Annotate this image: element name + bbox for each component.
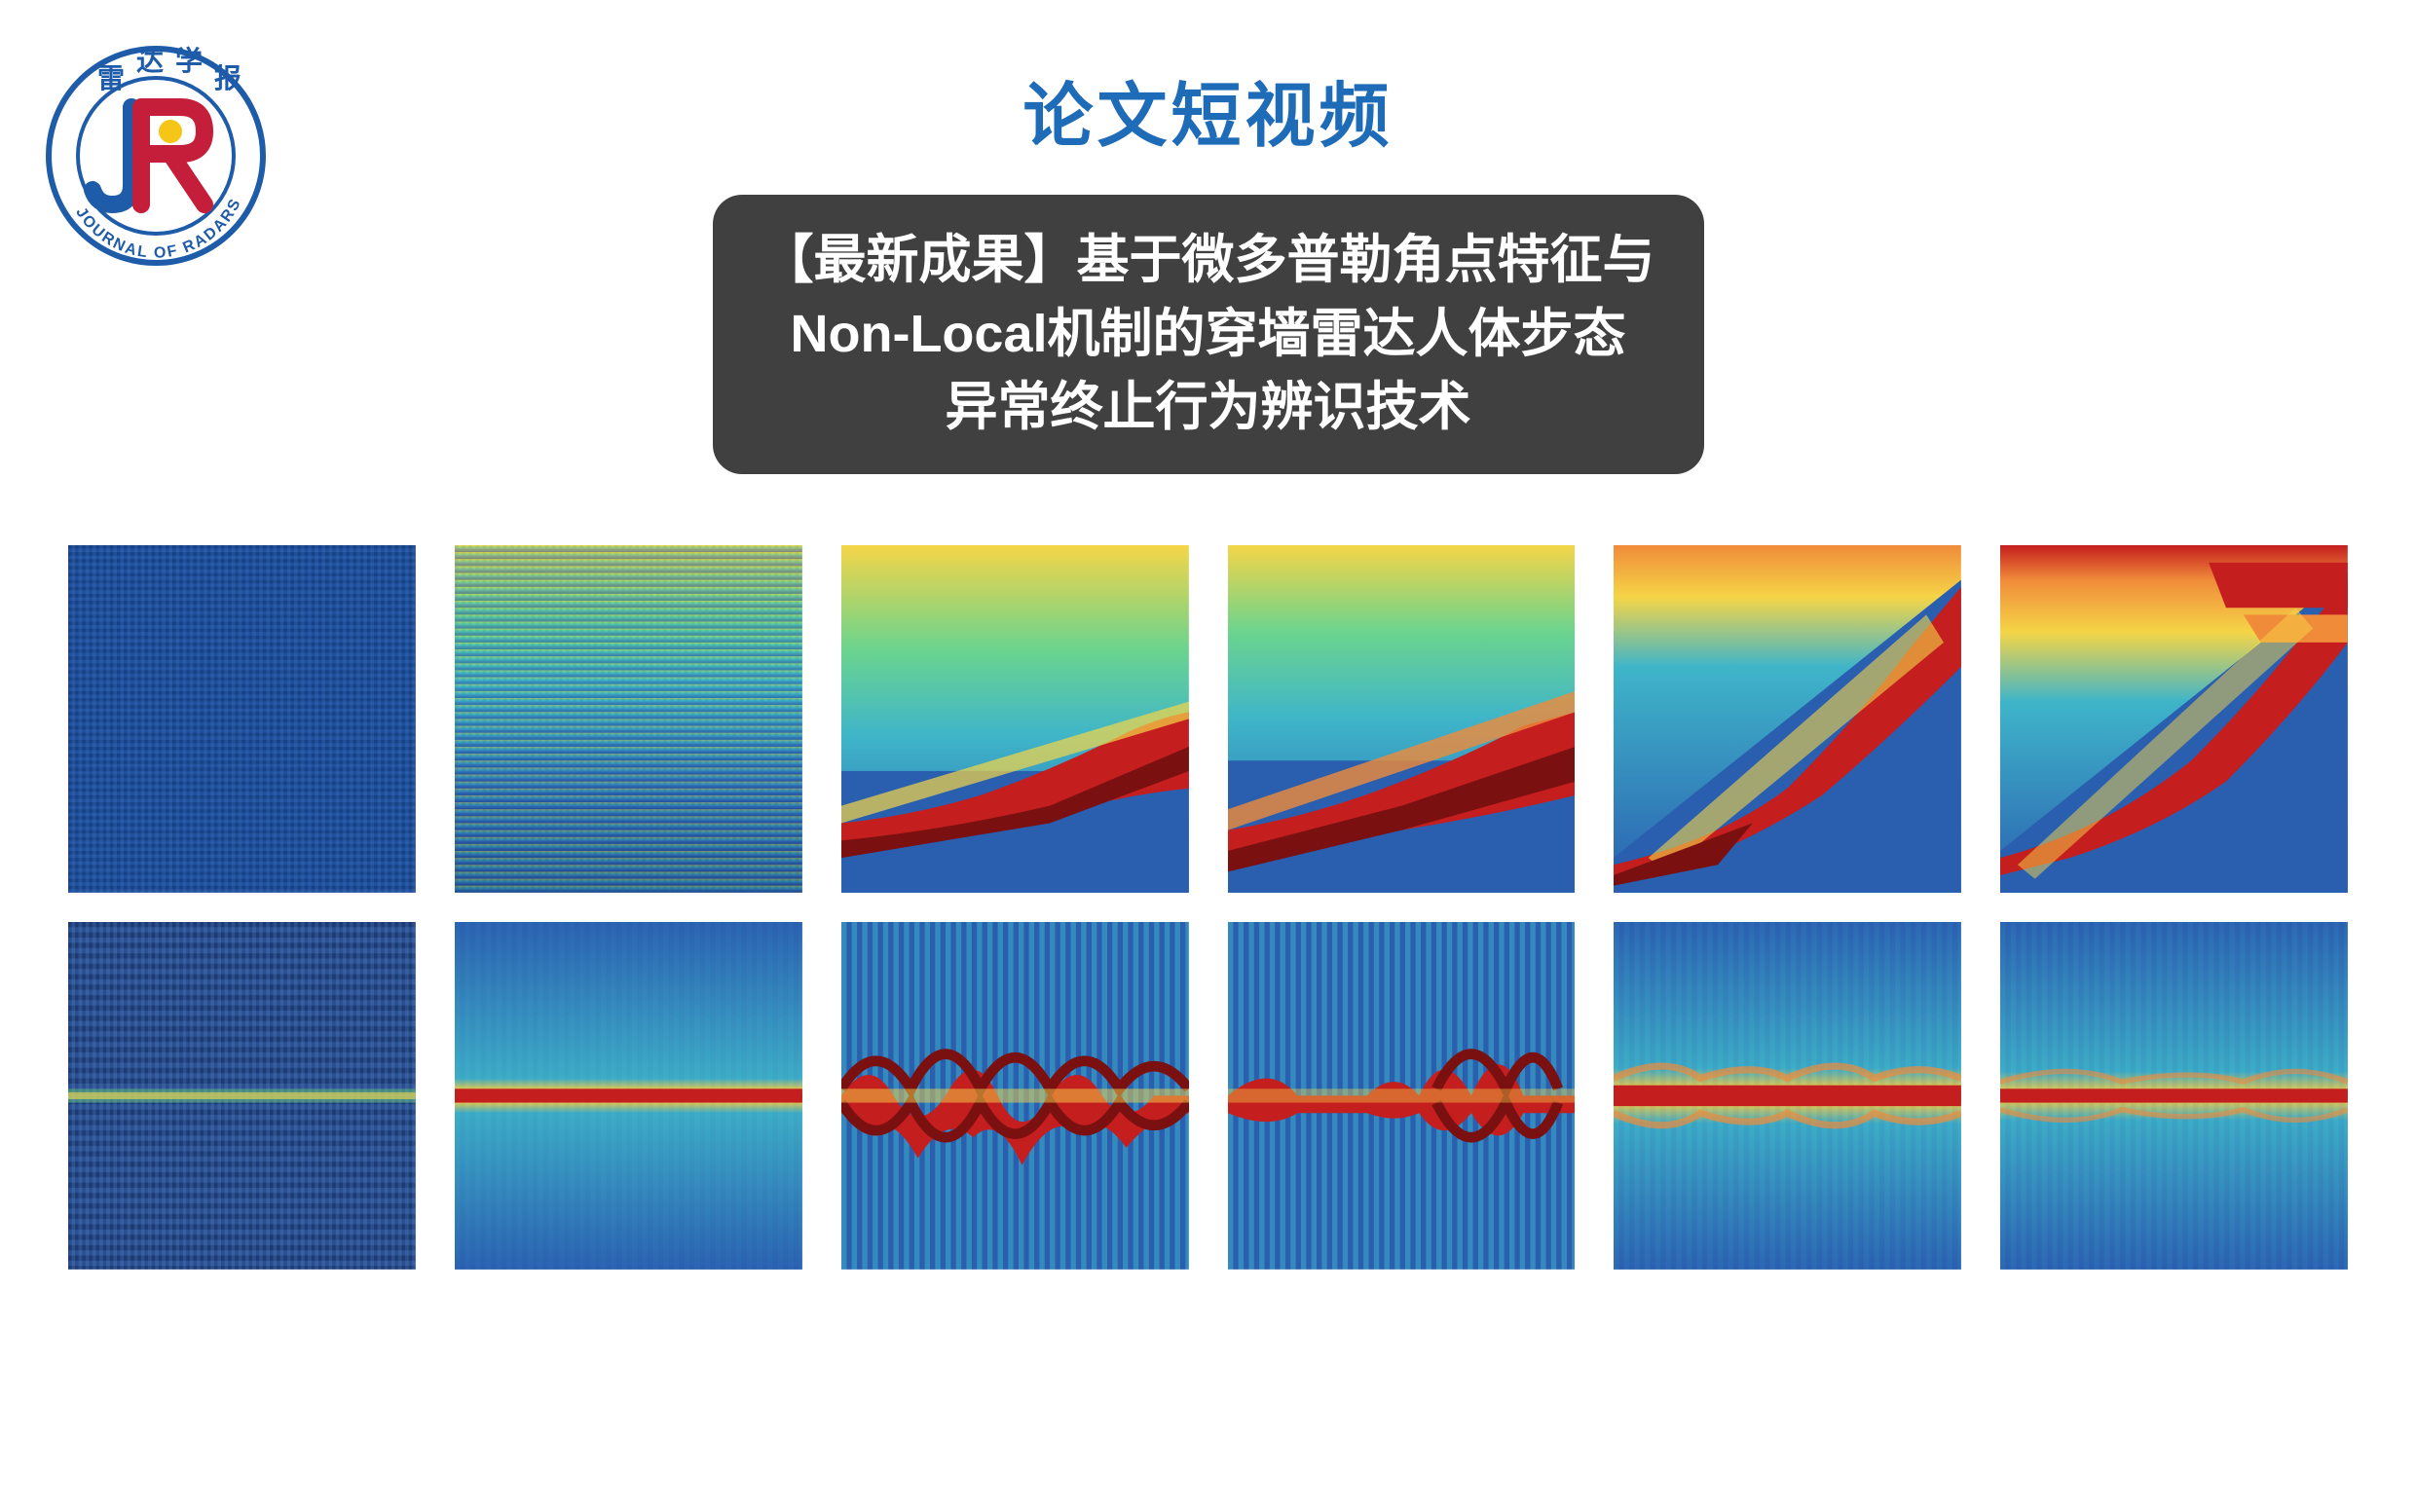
- spectrogram-r0c1: [455, 545, 802, 893]
- page-title: 论文短视频: [1022, 58, 1393, 161]
- svg-text:学: 学: [175, 45, 203, 76]
- spectrogram-r1c3: [1228, 922, 1576, 1270]
- svg-text:雷: 雷: [97, 63, 125, 93]
- spectrogram-r0c2: [841, 545, 1189, 893]
- spectrogram-r1c2: [841, 922, 1189, 1270]
- journal-logo: 雷 达 学 报 JOURNAL OF RADARS: [39, 39, 273, 273]
- spectrogram-r1c5: [2000, 922, 2348, 1270]
- spectrogram-grid: [68, 545, 2348, 1270]
- spectrogram-r1c4: [1614, 922, 1961, 1270]
- spectrogram-r0c0: [68, 545, 416, 893]
- spectrogram-r0c3: [1228, 545, 1576, 893]
- spectrogram-r1c1: [455, 922, 802, 1270]
- svg-text:报: 报: [214, 63, 242, 93]
- spectrogram-r0c4: [1614, 545, 1961, 893]
- paper-title-box: 【最新成果】基于微多普勒角点特征与 Non-Local机制的穿墙雷达人体步态 异…: [713, 195, 1704, 474]
- svg-text:达: 达: [136, 46, 164, 76]
- spectrogram-r0c5: [2000, 545, 2348, 893]
- spectrogram-r1c0: [68, 922, 416, 1270]
